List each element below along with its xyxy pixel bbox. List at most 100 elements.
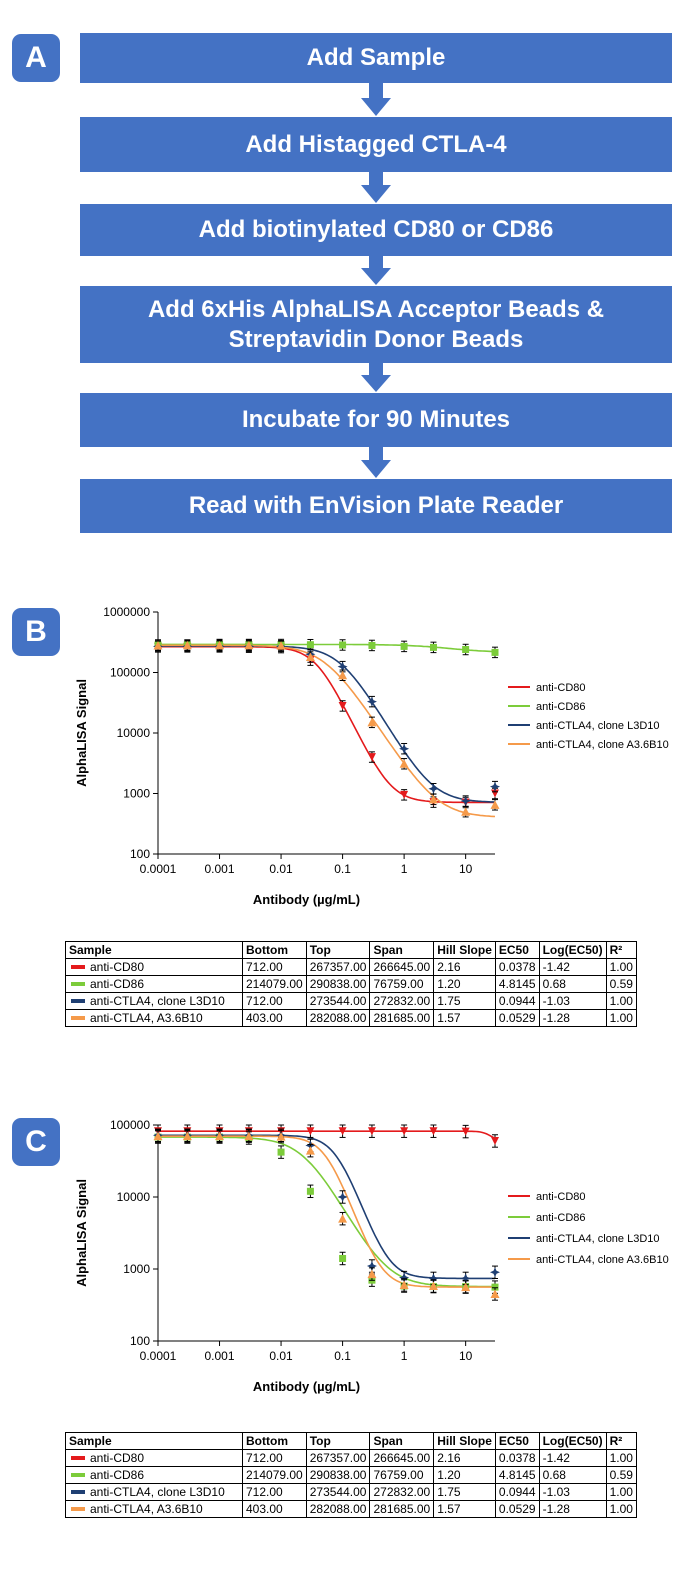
sample-name: anti-CD80 xyxy=(90,1450,145,1465)
y-axis-title: AlphaLISA Signal xyxy=(74,679,89,787)
table-header-cell: Bottom xyxy=(242,1432,307,1450)
table-header-cell: Span xyxy=(369,941,435,959)
table-cell: -1.03 xyxy=(538,992,607,1010)
table-cell: 272832.00 xyxy=(369,992,435,1010)
sample-cell: anti-CTLA4, clone L3D10 xyxy=(65,1483,243,1501)
flow-step-2: Add Histagged CTLA-4 xyxy=(80,117,672,172)
table-cell: 403.00 xyxy=(242,1500,307,1518)
table-header-cell: Log(EC50) xyxy=(538,941,607,959)
y-tick-label: 100000 xyxy=(110,666,150,680)
data-point xyxy=(276,1132,286,1141)
data-point xyxy=(339,1254,347,1262)
y-tick-label: 10000 xyxy=(117,1190,151,1204)
legend-label: anti-CD86 xyxy=(536,1212,586,1224)
data-point xyxy=(367,1269,377,1279)
data-point xyxy=(338,1127,347,1136)
sample-cell: anti-CD86 xyxy=(65,1466,243,1484)
table-cell: 1.00 xyxy=(605,1483,637,1501)
sample-color-swatch xyxy=(71,982,85,987)
table-cell: 4.8145 xyxy=(494,1466,540,1484)
chart-b: 100 1000 10000 100000 1000000 0.0001 0.001 0.01… xyxy=(74,605,669,907)
panel-b-label: B xyxy=(12,608,60,656)
panel-a-label: A xyxy=(12,34,60,82)
data-point xyxy=(491,1283,499,1291)
fit-curve-anti-ctla4-clone-a3-6b10 xyxy=(158,644,496,818)
sample-name: anti-CD86 xyxy=(90,1467,145,1482)
table-cell: 267357.00 xyxy=(305,958,371,976)
flow-step-1-text: Add Sample xyxy=(306,44,446,71)
sample-cell: anti-CD80 xyxy=(65,958,243,976)
table-cell: 0.59 xyxy=(605,1466,637,1484)
flow-step-6-text: Read with EnVision Plate Reader xyxy=(188,492,564,519)
data-point xyxy=(306,1127,315,1136)
data-point xyxy=(368,641,376,649)
x-tick-label: 0.0001 xyxy=(140,862,177,876)
table-header-cell: Hill Slope xyxy=(433,941,496,959)
sample-cell: anti-CTLA4, A3.6B10 xyxy=(65,1009,243,1027)
data-point xyxy=(338,1214,348,1223)
data-point xyxy=(276,641,286,650)
data-point xyxy=(429,643,437,651)
flow-step-5: Incubate for 90 Minutes xyxy=(80,393,672,447)
sample-name: anti-CTLA4, clone L3D10 xyxy=(90,993,225,1008)
flow-step-1: Add Sample xyxy=(80,33,672,83)
fit-curve-anti-cd86 xyxy=(158,1136,495,1288)
table-header-cell: Sample xyxy=(65,941,243,959)
data-point xyxy=(182,640,192,650)
x-tick-label: 1 xyxy=(401,1349,408,1363)
table-row: anti-CTLA4, A3.6B10 403.00 282088.00 281685… xyxy=(65,1009,637,1027)
table-cell: 0.0529 xyxy=(494,1500,540,1518)
flow-step-2-text: Add Histagged CTLA-4 xyxy=(245,130,507,158)
y-tick-label: 100 xyxy=(130,1334,150,1348)
table-cell: 1.00 xyxy=(605,958,637,976)
table-cell: 0.0944 xyxy=(494,992,540,1010)
legend-label: anti-CD86 xyxy=(536,701,586,713)
x-tick-label: 0.1 xyxy=(334,1349,351,1363)
data-point xyxy=(461,1282,471,1292)
flow-arrow-icon xyxy=(361,447,391,478)
sample-color-swatch xyxy=(71,1016,85,1021)
table-cell: 1.57 xyxy=(433,1009,496,1027)
table-header-cell: Log(EC50) xyxy=(538,1432,607,1450)
data-point xyxy=(399,1280,409,1289)
table-cell: -1.42 xyxy=(538,958,607,976)
data-point xyxy=(490,1289,500,1298)
flow-step-3: Add biotinylated CD80 or CD86 xyxy=(80,204,672,256)
data-point xyxy=(153,1131,163,1141)
sample-cell: anti-CD80 xyxy=(65,1449,243,1467)
sample-name: anti-CTLA4, A3.6B10 xyxy=(90,1501,203,1516)
fit-curve-anti-ctla4-clone-a3-6b10 xyxy=(158,1135,495,1288)
flow-step-4-text: Add 6xHis AlphaLISA Acceptor Beads & Str… xyxy=(147,295,605,353)
sample-color-swatch xyxy=(71,1456,85,1461)
sample-color-swatch xyxy=(71,1490,85,1495)
table-cell: 1.00 xyxy=(605,1449,637,1467)
table-cell: 273544.00 xyxy=(305,992,371,1010)
fit-curve-anti-ctla4-clone-l3d10 xyxy=(158,1134,495,1280)
table-row: anti-CTLA4, A3.6B10 403.00 282088.00 281685… xyxy=(65,1500,637,1518)
table-cell: 1.20 xyxy=(433,975,496,993)
table-cell: 0.0944 xyxy=(494,1483,540,1501)
table-header-cell: Hill Slope xyxy=(433,1432,496,1450)
sample-color-swatch xyxy=(71,1507,85,1512)
data-point xyxy=(400,1127,409,1136)
data-point xyxy=(399,743,410,754)
table-row: anti-CD80 712.00 267357.00 266645.00 2.16 0.0… xyxy=(65,958,637,976)
data-point xyxy=(277,1148,285,1156)
table-cell: -1.03 xyxy=(538,1483,607,1501)
y-tick-label: 10000 xyxy=(117,726,151,740)
table-row: anti-CD80 712.00 267357.00 266645.00 2.16 0.0… xyxy=(65,1449,637,1467)
table-cell: 403.00 xyxy=(242,1009,307,1027)
table-header-cell: EC50 xyxy=(494,941,540,959)
legend-label: anti-CTLA4, clone L3D10 xyxy=(536,1233,660,1245)
table-row: anti-CTLA4, clone L3D10 712.00 273544.00 27… xyxy=(65,992,637,1010)
table-cell: 2.16 xyxy=(433,958,496,976)
sample-cell: anti-CTLA4, clone L3D10 xyxy=(65,992,243,1010)
table-header-cell: Span xyxy=(369,1432,435,1450)
table-header-row: Sample Bottom Top Span Hill Slope EC50 Log(EC5… xyxy=(65,941,637,959)
flow-step-4: Add 6xHis AlphaLISA Acceptor Beads & Str… xyxy=(80,286,672,363)
sample-cell: anti-CD86 xyxy=(65,975,243,993)
data-point xyxy=(367,717,377,727)
data-point xyxy=(429,1127,438,1136)
x-tick-label: 0.001 xyxy=(205,862,235,876)
fit-curve-anti-cd80 xyxy=(158,1130,496,1139)
